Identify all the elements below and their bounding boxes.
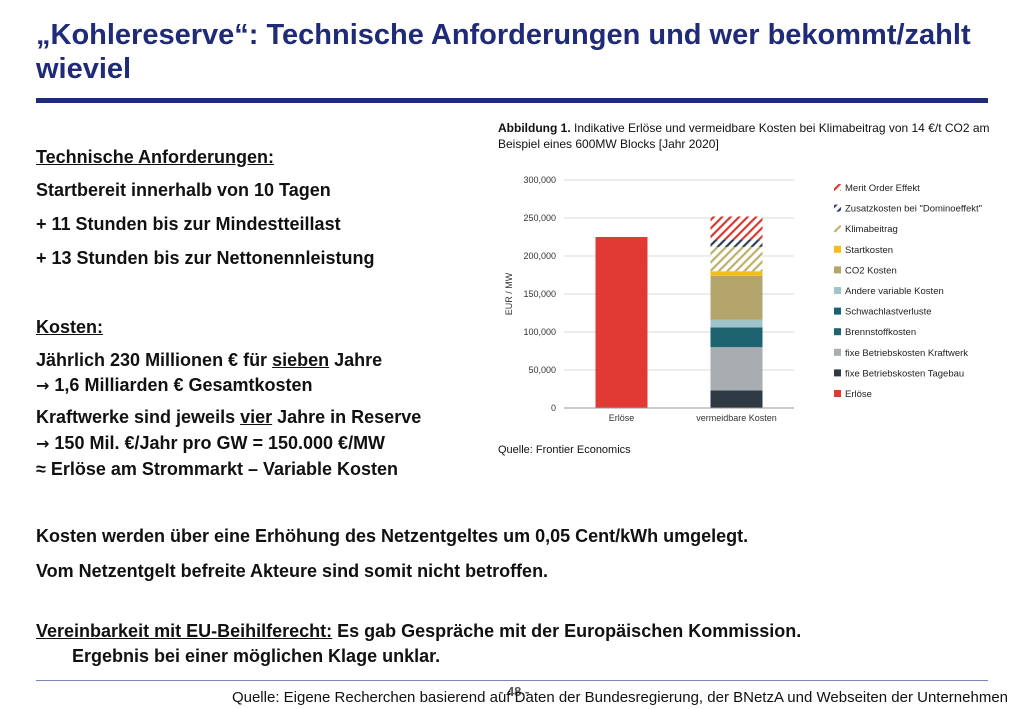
legend-swatch <box>834 184 841 191</box>
bar-segment <box>595 237 648 408</box>
legend-label: Merit Order Effekt <box>845 183 920 194</box>
y-tick-label: 250,000 <box>523 213 556 223</box>
cost-line-1-a: Jährlich 230 Millionen € für <box>36 350 273 370</box>
arrow-icon: → <box>36 434 50 453</box>
legend-swatch <box>834 307 841 315</box>
tech-line-3: + 13 Stunden bis zur Nettonennleistung <box>36 248 375 268</box>
cost-line-1: Jährlich 230 Millionen € für sieben Jahr… <box>36 349 382 371</box>
x-tick-label: vermeidbare Kosten <box>696 413 777 423</box>
legend-swatch <box>834 204 841 212</box>
footer-divider <box>36 680 988 681</box>
figure-caption-label: Abbildung 1. <box>498 121 571 135</box>
cost-line-3-b: vier <box>240 407 273 427</box>
cost-line-3: Kraftwerke sind jeweils vier Jahre in Re… <box>36 406 421 428</box>
slide-title: „Kohlereserve“: Technische Anforderungen… <box>36 19 971 85</box>
bottom-line-3: Vereinbarkeit mit EU-Beihilferecht: Es g… <box>36 621 801 642</box>
stacked-bar-chart: EUR / MW 0 50,000 100,000 150,000 200,000 250,… <box>504 175 982 423</box>
bar-segment <box>710 390 763 408</box>
bottom-line-2: Vom Netzentgelt befreite Akteure sind so… <box>36 561 549 581</box>
legend-label: fixe Betriebskosten Kraftwerk <box>845 348 968 359</box>
title-divider <box>36 98 988 103</box>
y-axis-label: EUR / MW <box>504 272 514 315</box>
cost-line-4-text: 150 Mil. €/Jahr pro GW = 150.000 €/MW <box>54 433 386 453</box>
legend-label: Brennstoffkosten <box>845 327 916 338</box>
cost-line-1-c: Jahre <box>329 350 383 370</box>
y-tick-label: 50,000 <box>528 365 556 375</box>
legend-swatch <box>834 348 841 356</box>
legend-label: CO2 Kosten <box>845 265 897 276</box>
bottom-line-3-text: Es gab Gespräche mit der Europäischen Ko… <box>332 621 802 641</box>
legend-swatch <box>834 390 841 397</box>
figure-source: Quelle: Frontier Economics <box>498 444 631 456</box>
bar-segment <box>710 275 763 320</box>
legend-swatch <box>834 287 841 294</box>
cost-line-5: ≈ Erlöse am Strommarkt – Variable Kosten <box>36 459 399 479</box>
legend-label: Erlöse <box>845 389 872 400</box>
x-tick-label: Erlöse <box>609 413 635 423</box>
cost-line-1-b: sieben <box>272 350 330 370</box>
y-tick-label: 200,000 <box>523 251 556 261</box>
cost-heading: Kosten: <box>36 317 103 337</box>
legend-label: fixe Betriebskosten Tagebau <box>845 368 964 379</box>
bottom-line-3-label: Vereinbarkeit mit EU-Beihilferecht: <box>36 621 333 641</box>
arrow-icon: → <box>36 376 50 395</box>
legend-swatch <box>834 245 841 253</box>
y-tick-label: 150,000 <box>523 289 556 299</box>
legend-swatch <box>834 328 841 336</box>
legend-swatch <box>834 225 841 233</box>
bottom-line-4: Ergebnis bei einer möglichen Klage unkla… <box>72 646 441 666</box>
legend-label: Zusatzkosten bei "Dominoeffekt" <box>845 204 982 215</box>
y-tick-label: 0 <box>551 403 556 413</box>
legend-label: Klimabeitrag <box>845 224 898 235</box>
legend-swatch <box>834 266 841 274</box>
figure-caption-text: Indikative Erlöse und vermeidbare Kosten… <box>498 121 990 151</box>
bar-segment <box>710 239 763 247</box>
bar-segment <box>710 216 763 240</box>
bar-segment <box>710 319 763 328</box>
tech-line-2: + 11 Stunden bis zur Mindestteillast <box>36 214 341 234</box>
cost-line-2-text: 1,6 Milliarden € Gesamtkosten <box>54 375 313 395</box>
bottom-line-1: Kosten werden über eine Erhöhung des Net… <box>36 526 749 546</box>
bar-segment <box>710 246 763 272</box>
tech-line-1: Startbereit innerhalb von 10 Tagen <box>36 180 331 200</box>
bar-segment <box>710 327 763 348</box>
cost-line-3-c: Jahre in Reserve <box>272 407 422 427</box>
bar-segment <box>710 347 763 391</box>
tech-heading: Technische Anforderungen: <box>36 147 275 167</box>
y-tick-label: 100,000 <box>523 327 556 337</box>
cost-line-3-a: Kraftwerke sind jeweils <box>36 407 241 427</box>
legend-label: Startkosten <box>845 245 893 256</box>
legend-label: Andere variable Kosten <box>845 286 944 297</box>
cost-line-4: → 150 Mil. €/Jahr pro GW = 150.000 €/MW <box>36 432 385 455</box>
bar-segment <box>710 271 763 276</box>
legend-label: Schwachlastverluste <box>845 307 932 318</box>
legend-swatch <box>834 369 841 377</box>
figure-caption: Abbildung 1. Indikative Erlöse und verme… <box>498 120 1008 152</box>
y-tick-label: 300,000 <box>523 175 556 185</box>
page-number: - 48 - <box>499 684 530 699</box>
footer-source: Quelle: Eigene Recherchen basierend auf … <box>231 689 1008 706</box>
cost-line-2: → 1,6 Milliarden € Gesamtkosten <box>36 374 313 397</box>
